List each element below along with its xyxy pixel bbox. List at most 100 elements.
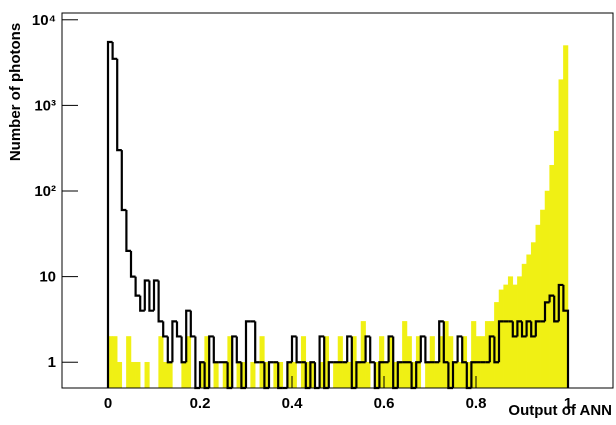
histogram-step <box>212 336 219 364</box>
plot-frame <box>61 12 614 389</box>
histogram-bar <box>553 130 560 389</box>
histogram-bar <box>425 361 431 389</box>
histogram-step <box>290 335 297 363</box>
histogram-step <box>162 321 168 338</box>
histogram-step <box>461 336 467 364</box>
histogram-step <box>295 336 302 364</box>
histogram-step <box>451 361 458 388</box>
histogram-bar <box>402 321 408 389</box>
histogram-step <box>208 335 214 388</box>
histogram-step <box>493 336 499 364</box>
histogram-step <box>543 301 550 322</box>
histogram-bar <box>126 336 132 389</box>
histogram-step <box>171 320 177 363</box>
histogram-bar <box>135 361 141 389</box>
histogram-step <box>286 361 292 388</box>
histogram-bar <box>558 79 564 389</box>
histogram-bar <box>365 361 371 389</box>
histogram-bar <box>130 361 136 389</box>
histogram-bar <box>503 284 509 389</box>
histogram-step <box>254 321 260 364</box>
histogram-step <box>120 150 127 212</box>
x-tick-label: 0.4 <box>282 395 304 412</box>
histogram-step <box>378 361 384 388</box>
histogram-bar <box>158 336 164 389</box>
histogram-step <box>189 310 196 338</box>
histogram-step <box>244 320 251 388</box>
histogram-step <box>387 335 394 363</box>
x-axis-label: Output of ANN <box>508 402 612 419</box>
histogram-step <box>530 321 536 338</box>
x-tick-label: 1 <box>564 395 572 412</box>
histogram-step <box>419 335 426 363</box>
y-axis-label: Number of photons <box>7 23 24 161</box>
histogram-step <box>396 361 403 388</box>
histogram-bar <box>333 361 339 389</box>
histogram-step <box>116 58 122 152</box>
histogram-step <box>166 336 173 364</box>
histogram-bar <box>342 361 348 389</box>
histogram-bar <box>291 361 297 389</box>
histogram-step <box>355 361 361 388</box>
x-tick-label: 0.8 <box>466 395 487 412</box>
histogram-step <box>470 361 476 388</box>
histogram-step <box>309 361 315 388</box>
y-tick-label: 10 <box>39 269 56 286</box>
histogram-step <box>438 320 444 363</box>
y-tick-label: 10² <box>34 183 56 200</box>
histogram-bar <box>144 361 150 389</box>
histogram-bar <box>457 361 463 389</box>
histogram-step <box>497 320 504 363</box>
histogram-step <box>442 321 449 364</box>
histogram-bar <box>167 361 173 389</box>
histogram-bar <box>434 361 440 389</box>
histogram-bar <box>181 361 187 389</box>
histogram-step <box>369 336 375 364</box>
histogram-step <box>185 309 191 363</box>
histogram-step <box>415 361 421 388</box>
histogram-step <box>143 279 150 311</box>
histogram-bar <box>535 224 541 389</box>
histogram-step <box>516 320 522 337</box>
histogram-step <box>346 335 352 363</box>
histogram-step <box>520 321 527 338</box>
histogram-step <box>511 321 518 338</box>
histogram-step <box>157 280 164 323</box>
histogram-bar <box>162 361 169 389</box>
histogram-step <box>134 276 141 297</box>
histogram-bar <box>116 361 123 389</box>
histogram-step <box>267 361 274 388</box>
histogram-bar <box>250 361 256 389</box>
histogram-step <box>139 295 145 312</box>
histogram-step <box>111 42 118 60</box>
histogram-step <box>525 320 532 337</box>
histogram-step <box>152 279 159 311</box>
histogram-bar <box>540 209 546 389</box>
x-tick-label: 0 <box>104 395 112 412</box>
histogram-step <box>456 335 463 363</box>
x-tick-label: 0.2 <box>190 395 211 412</box>
histogram-step <box>327 361 334 388</box>
histogram-step <box>180 336 187 364</box>
y-tick-label: 10³ <box>34 97 56 114</box>
histogram-step <box>235 336 242 364</box>
histogram-step <box>148 280 154 312</box>
histogram-step <box>557 283 564 322</box>
histogram-bar <box>549 164 555 389</box>
histogram-step <box>125 209 131 252</box>
histogram-bar <box>213 361 219 389</box>
histogram-bar <box>112 336 118 389</box>
histogram-step <box>424 336 430 364</box>
histogram-step <box>548 294 555 303</box>
histogram-bar <box>383 361 389 389</box>
histogram-step <box>106 40 113 388</box>
histogram-bar <box>544 190 550 389</box>
histogram-step <box>562 284 570 388</box>
histogram-step <box>534 320 541 337</box>
y-tick-label: 10⁴ <box>32 12 56 29</box>
x-tick-label: 0.6 <box>374 395 395 412</box>
histogram-step <box>488 335 495 363</box>
histogram-step <box>129 250 136 278</box>
y-tick-label: 1 <box>48 354 56 371</box>
